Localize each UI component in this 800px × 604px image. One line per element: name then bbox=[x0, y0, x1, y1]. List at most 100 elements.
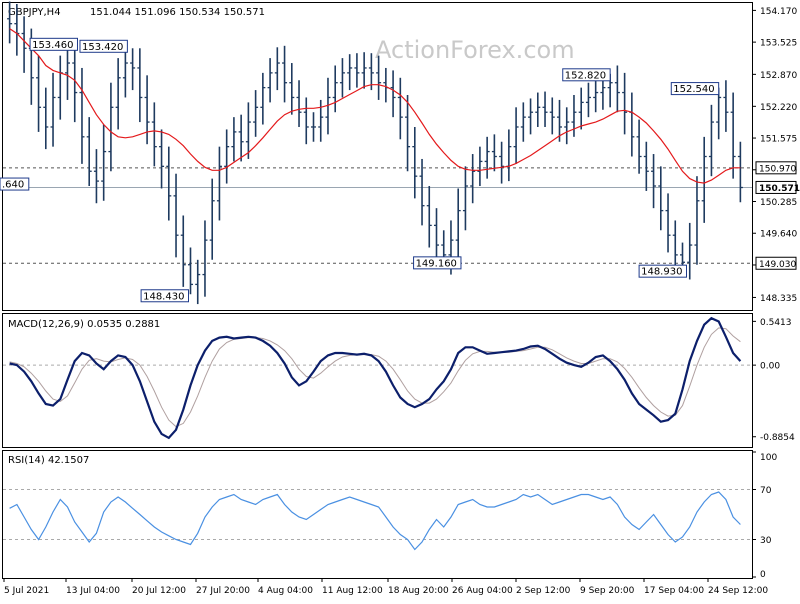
price-callout-box bbox=[29, 37, 78, 51]
price-callout-box bbox=[79, 39, 128, 53]
price-bar bbox=[166, 146, 172, 221]
price-bar bbox=[274, 47, 280, 91]
macd-tick-label: 0.00 bbox=[760, 362, 780, 372]
price-bar bbox=[354, 53, 360, 88]
x-tick-label: 9 Sep 20:00 bbox=[580, 586, 635, 596]
price-bar bbox=[491, 134, 497, 172]
price-bar bbox=[513, 107, 519, 164]
price-bar bbox=[159, 129, 165, 189]
price-bar bbox=[419, 158, 425, 226]
price-callout: 148.430 bbox=[140, 289, 190, 303]
price-bar bbox=[296, 80, 302, 127]
price-bar bbox=[571, 95, 577, 137]
price-bar bbox=[470, 154, 476, 204]
price-bar bbox=[585, 82, 591, 118]
price-bar bbox=[716, 87, 722, 140]
price-bar bbox=[434, 208, 439, 263]
price-callout-text: 148.430 bbox=[143, 291, 184, 302]
price-bar bbox=[151, 102, 157, 167]
price-bar bbox=[57, 55, 63, 120]
price-bar bbox=[202, 220, 208, 297]
price-callout-text: 152.820 bbox=[565, 70, 606, 81]
price-callout: 148.930 bbox=[638, 264, 687, 278]
price-bar bbox=[253, 90, 259, 137]
price-bar bbox=[43, 87, 49, 150]
price-bar bbox=[622, 72, 628, 135]
price-callout-text: 153.460 bbox=[32, 40, 73, 51]
x-tick-label: 27 Jul 20:00 bbox=[196, 586, 250, 596]
price-bar bbox=[737, 141, 743, 203]
price-callout: 152.820 bbox=[562, 68, 611, 82]
x-tick-label: 13 Jul 04:00 bbox=[66, 586, 120, 596]
price-tick-label: 150.285 bbox=[760, 198, 797, 208]
price-bar bbox=[390, 70, 396, 118]
price-bar bbox=[325, 77, 331, 135]
price-bar bbox=[231, 117, 237, 162]
price-bar bbox=[730, 92, 736, 179]
price-bar bbox=[614, 65, 620, 113]
price-bar bbox=[506, 129, 512, 182]
price-bar bbox=[426, 186, 432, 248]
symbol-label: GBPJPY,H4 bbox=[8, 7, 61, 18]
price-bar bbox=[282, 45, 288, 103]
price-bar bbox=[455, 188, 461, 263]
rsi-tick-label: 100 bbox=[760, 453, 777, 463]
price-bar bbox=[137, 48, 143, 123]
price-bar bbox=[383, 67, 389, 103]
price-callout-box bbox=[638, 264, 687, 278]
price-bar bbox=[339, 58, 345, 98]
level-label: 150.571 bbox=[755, 180, 800, 194]
price-bar bbox=[708, 104, 714, 177]
price-bar bbox=[72, 40, 78, 123]
price-tick-label: 149.640 bbox=[760, 230, 797, 240]
price-bar bbox=[79, 67, 85, 164]
price-bar bbox=[130, 48, 136, 91]
price-callout: 152.540 bbox=[670, 82, 720, 96]
price-bar bbox=[122, 45, 128, 98]
price-tick-label: 152.220 bbox=[760, 103, 797, 113]
price-bar bbox=[108, 82, 114, 172]
rsi-tick-label: 70 bbox=[760, 486, 772, 496]
price-bar bbox=[7, 1, 13, 44]
price-bar bbox=[643, 141, 649, 191]
rsi-line bbox=[9, 491, 741, 551]
x-tick-label: 18 Aug 20:00 bbox=[388, 586, 449, 596]
price-bar bbox=[535, 92, 541, 127]
price-bar bbox=[397, 77, 403, 140]
price-tick-label: 152.870 bbox=[760, 71, 797, 81]
price-bar bbox=[405, 95, 411, 172]
price-bar bbox=[557, 99, 562, 142]
watermark: ActionForex.com bbox=[375, 36, 575, 64]
price-bar bbox=[694, 176, 700, 265]
price-bar bbox=[260, 72, 266, 125]
rsi-tick-label: 0 bbox=[760, 570, 766, 580]
price-bar bbox=[593, 76, 599, 113]
price-bar bbox=[549, 97, 555, 135]
x-tick-label: 17 Sep 04:00 bbox=[644, 586, 704, 596]
price-bar bbox=[672, 220, 678, 270]
price-bar bbox=[477, 146, 483, 187]
price-bar bbox=[636, 119, 642, 174]
level-label-text: 150.571 bbox=[759, 184, 800, 194]
x-tick-label: 24 Sep 12:00 bbox=[708, 586, 768, 596]
price-bar bbox=[361, 52, 367, 89]
price-bar bbox=[303, 97, 309, 145]
price-bar bbox=[238, 114, 244, 162]
macd-signal-line bbox=[9, 327, 741, 428]
price-bar bbox=[499, 141, 505, 184]
price-bar bbox=[180, 215, 186, 287]
price-bar bbox=[216, 146, 222, 221]
price-bar bbox=[658, 166, 664, 231]
price-layer: 154.170 153.525 152.870 152.220 151.575 150.9… bbox=[0, 1, 800, 305]
level-label-box bbox=[755, 161, 797, 175]
price-tick-label: 154.170 bbox=[760, 7, 797, 17]
macd-tick-label: 0.5413 bbox=[760, 318, 792, 328]
price-bar bbox=[564, 107, 570, 145]
price-bar bbox=[36, 55, 42, 132]
price-bar bbox=[528, 98, 534, 135]
price-bar bbox=[462, 166, 468, 231]
price-bar bbox=[412, 126, 418, 199]
price-bar bbox=[680, 242, 685, 269]
